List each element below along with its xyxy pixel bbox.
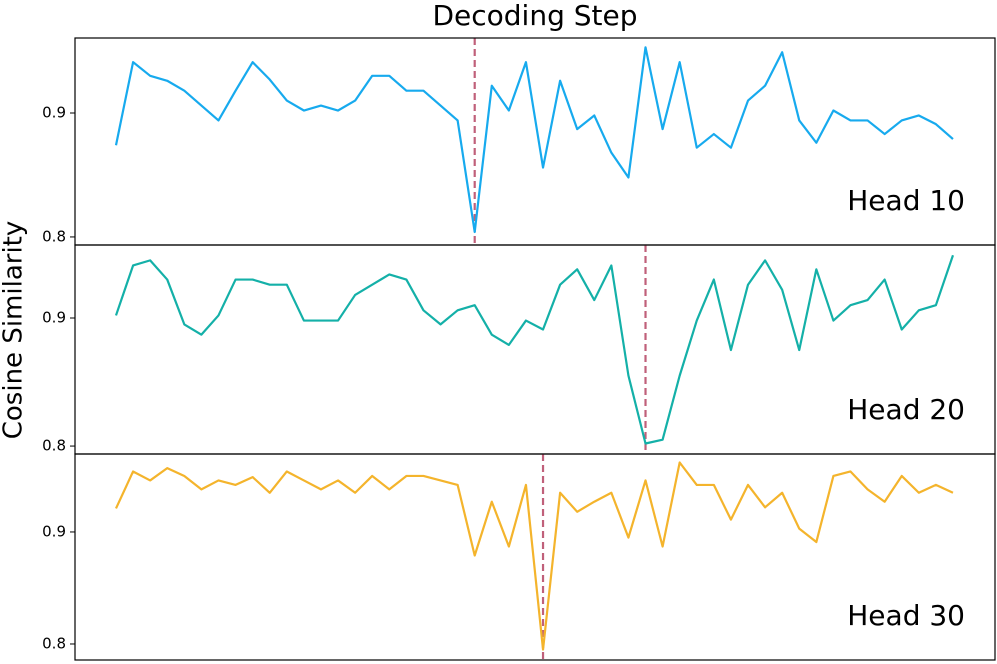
panel-annotation: Head 30 (847, 599, 965, 632)
y-tick-label: 0.8 (42, 634, 66, 652)
y-tick-label: 0.9 (42, 522, 66, 540)
y-tick-label: 0.9 (42, 103, 66, 121)
series-line (114, 461, 954, 651)
y-tick-label: 0.9 (42, 308, 66, 326)
y-tick-label: 0.8 (42, 227, 66, 245)
series-line (114, 254, 955, 445)
panel-frame (74, 453, 996, 661)
series-line (114, 46, 954, 234)
panel-annotation: Head 20 (847, 393, 965, 426)
y-axis-title: Cosine Similarity (0, 221, 29, 440)
x-axis-title: Decoding Step (432, 0, 637, 32)
y-tick-label: 0.8 (42, 437, 66, 455)
panel-annotation: Head 10 (847, 184, 965, 217)
